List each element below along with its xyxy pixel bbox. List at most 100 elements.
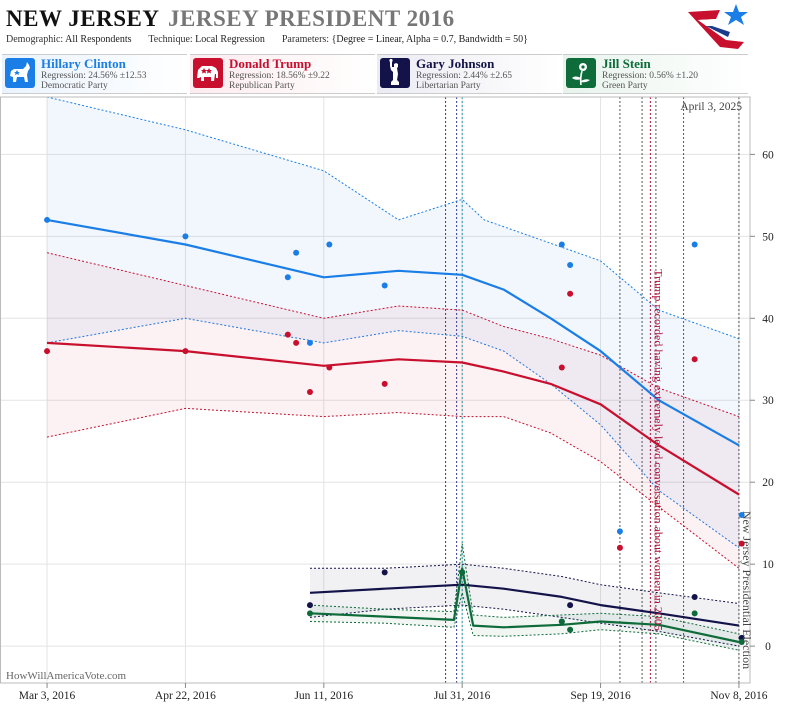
annotation-text: Trump recorded having extremely lewd con…	[651, 269, 665, 631]
x-tick-label: Jun 11, 2016	[294, 690, 353, 702]
x-tick-label: Sep 19, 2016	[570, 690, 631, 702]
poll-point	[738, 639, 745, 646]
poll-point	[567, 626, 574, 633]
upper-bound-line	[310, 563, 739, 604]
poll-point	[284, 274, 291, 281]
demographic-label: Demographic:	[6, 34, 64, 45]
poll-point	[567, 262, 574, 269]
candidate-party: Green Party	[602, 81, 648, 91]
lower-bound-line	[309, 604, 739, 647]
technique-value: Local Regression	[195, 34, 265, 45]
poll-point	[616, 528, 623, 535]
flower-icon	[566, 58, 596, 88]
y-tick-label: 20	[762, 477, 774, 489]
confidence-band	[47, 252, 739, 569]
poll-point	[691, 593, 698, 600]
poll-point	[182, 348, 189, 355]
candidate-party: Republican Party	[229, 81, 295, 91]
poll-chart: Mar 3, 2016 Apr 22, 2016 Jun 11, 2016 Jul 3…	[0, 96, 774, 702]
candidate-party: Democratic Party	[41, 81, 108, 91]
poll-point	[326, 241, 333, 248]
poll-point	[306, 602, 313, 609]
x-tick-label: Nov 8, 2016	[710, 690, 767, 702]
poll-point	[616, 544, 623, 551]
poll-point	[284, 331, 291, 338]
upper-bound-line	[46, 252, 740, 418]
poll-point	[738, 540, 745, 547]
poll-point	[44, 348, 51, 355]
y-tick-label: 0	[765, 641, 771, 653]
poll-point	[182, 233, 189, 240]
poll-point	[293, 339, 300, 346]
candidate-party: Libertarian Party	[416, 81, 481, 91]
poll-point	[738, 511, 745, 518]
poll-point	[44, 216, 51, 223]
poll-point	[381, 569, 388, 576]
poll-point	[381, 282, 388, 289]
x-tick-label: Mar 3, 2016	[19, 690, 76, 702]
axes: Mar 3, 2016 Apr 22, 2016 Jun 11, 2016 Jul 3…	[0, 96, 774, 702]
poll-point	[326, 364, 333, 371]
poll-point	[381, 380, 388, 387]
legend-gary-johnson: Gary Johnson Regression: 2.44% ±2.65 Lib…	[377, 54, 562, 94]
chart-header: NEW JERSEY JERSEY PRESIDENT 2016 Demogra…	[0, 0, 789, 95]
y-tick-label: 50	[762, 231, 774, 243]
date-stamp: April 3, 2025	[680, 101, 742, 113]
legend-jill-stein: Jill Stein Regression: 0.56% ±1.20 Green…	[563, 54, 748, 94]
poll-point	[558, 241, 565, 248]
confidence-bands	[46, 96, 740, 651]
x-tick-label: Apr 22, 2016	[155, 690, 216, 702]
watermark: HowWillAmericaVote.com	[6, 670, 126, 682]
y-tick-label: 10	[762, 559, 774, 571]
technique-label: Technique:	[148, 34, 193, 45]
statue-of-liberty-icon	[380, 58, 410, 88]
parameters-line: Demographic: All Respondents Technique: …	[6, 34, 528, 45]
candidate-name: Jill Stein	[602, 56, 651, 71]
trend-lines	[46, 218, 740, 644]
annotations: Trump recorded having extremely lewd con…	[651, 269, 754, 669]
poll-point	[691, 241, 698, 248]
annotation-text: New Jersey Presidential Election	[740, 511, 754, 669]
poll-point	[691, 356, 698, 363]
elephant-icon	[193, 58, 223, 88]
poll-point	[459, 569, 466, 576]
poll-point	[567, 602, 574, 609]
lower-bound-line	[46, 407, 740, 569]
candidate-name: Hillary Clinton	[41, 56, 126, 71]
legend-donald-trump: Donald Trump Regression: 18.56% ±9.22 Re…	[190, 54, 375, 94]
trend-line	[309, 583, 740, 627]
legend-hillary-clinton: Hillary Clinton Regression: 24.56% ±12.5…	[2, 54, 187, 94]
trend-line	[46, 341, 740, 496]
candidate-regression: Regression: 24.56% ±12.53	[41, 71, 147, 81]
donkey-icon	[5, 58, 35, 88]
poll-point	[558, 618, 565, 625]
y-tick-label: 30	[762, 395, 774, 407]
candidate-regression: Regression: 18.56% ±9.22	[229, 71, 330, 81]
poll-point	[567, 290, 574, 297]
poll-points	[44, 216, 745, 646]
poll-point	[306, 339, 313, 346]
candidate-regression: Regression: 2.44% ±2.65	[416, 71, 512, 81]
demographic-value: All Respondents	[65, 34, 132, 45]
event-lines	[445, 97, 740, 683]
candidate-name: Donald Trump	[229, 56, 312, 71]
state-title: NEW JERSEY	[6, 6, 160, 31]
race-title: JERSEY PRESIDENT 2016	[168, 6, 455, 31]
poll-point	[306, 610, 313, 617]
parameters-value: {Degree = Linear, Alpha = 0.7, Bandwidth…	[331, 34, 528, 45]
poll-point	[306, 389, 313, 396]
y-tick-label: 60	[762, 149, 774, 161]
trend-line	[46, 218, 740, 447]
parameters-label: Parameters:	[281, 34, 330, 45]
poll-point	[558, 364, 565, 371]
plot-frame	[0, 96, 751, 684]
y-tick-label: 40	[762, 313, 774, 325]
trend-line	[309, 567, 740, 644]
confidence-band	[47, 97, 739, 548]
x-tick-label: Jul 31, 2016	[434, 690, 491, 702]
poll-point	[293, 249, 300, 256]
candidate-regression: Regression: 0.56% ±1.20	[602, 71, 698, 81]
lower-bound-line	[309, 592, 740, 651]
upper-bound-line	[309, 543, 740, 635]
candidate-name: Gary Johnson	[416, 56, 495, 71]
